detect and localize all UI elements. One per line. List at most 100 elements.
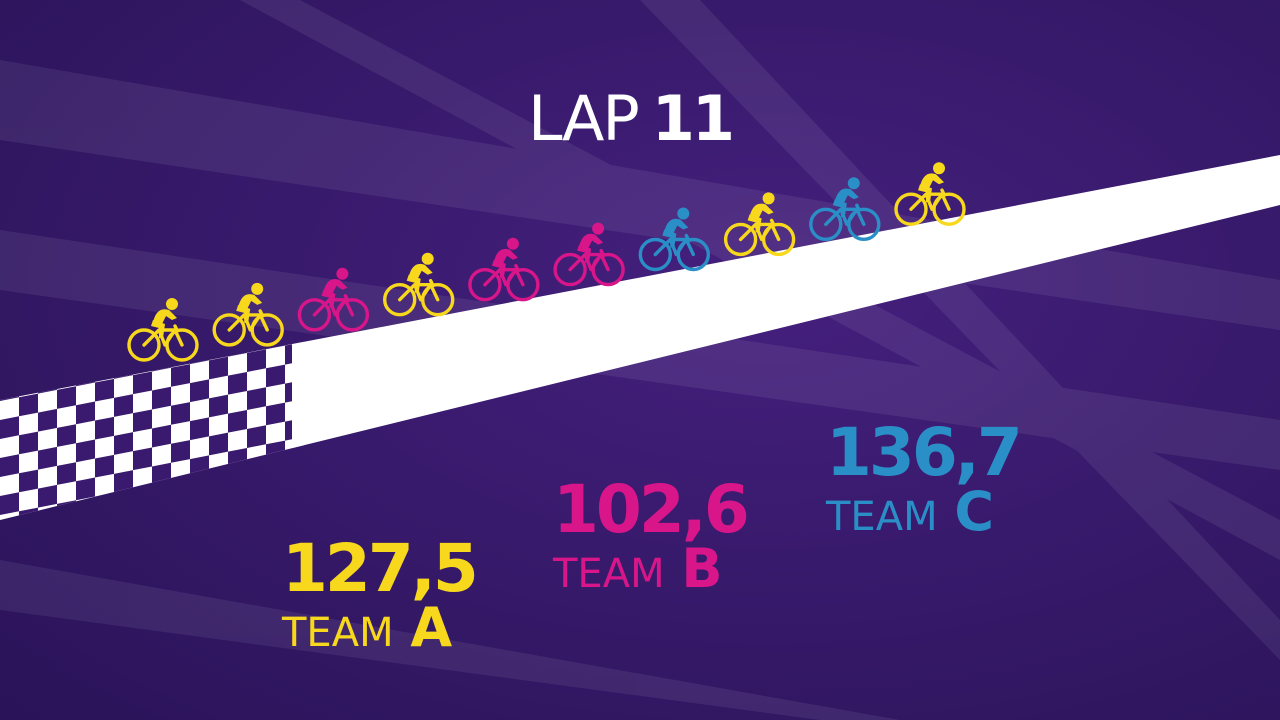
checker-square [38, 313, 57, 337]
team-b-score: 102,6 [553, 471, 750, 548]
checker-square [19, 450, 38, 474]
checker-square [266, 459, 285, 483]
checker-square [95, 321, 114, 345]
team-c-label-word: TEAM [826, 494, 938, 540]
checker-square [171, 459, 190, 482]
checker-square [38, 389, 57, 413]
checker-square [0, 359, 19, 382]
checker-square [247, 444, 266, 467]
checker-square [38, 503, 57, 520]
checker-square [171, 383, 190, 406]
checker-square [228, 352, 247, 376]
cyclist-icon-team-a [383, 252, 455, 317]
team-a-label: TEAM A [282, 601, 476, 657]
team-a-label-word: TEAM [282, 610, 394, 656]
checker-square [247, 368, 266, 391]
checker-square [114, 375, 133, 398]
checker-square [266, 345, 285, 369]
team-a-letter: A [410, 596, 453, 659]
checker-square [114, 451, 133, 474]
team-a-score: 127,5 [282, 530, 479, 607]
checker-square [76, 382, 95, 406]
cyclist-icon-team-a [723, 192, 796, 257]
checker-square [95, 359, 114, 383]
checker-square [95, 473, 114, 497]
team-c-score: 136,7 [826, 414, 1023, 491]
checker-square [133, 390, 152, 414]
team-c-label: TEAM C [826, 485, 1020, 541]
checker-square [152, 367, 171, 391]
checker-square [57, 329, 76, 352]
checker-square [114, 413, 133, 436]
checker-square [0, 473, 19, 496]
checker-square [190, 474, 209, 498]
checker-square [152, 405, 171, 429]
checker-square [228, 428, 247, 452]
checker-square [76, 420, 95, 444]
checker-square [171, 421, 190, 444]
riders-group [127, 162, 966, 362]
team-b-label: TEAM B [553, 542, 747, 598]
checker-square [209, 375, 228, 399]
team-b-score-block: 102,6 TEAM B [553, 471, 750, 598]
checker-square [285, 398, 304, 422]
checker-square [0, 397, 19, 420]
cyclist-icon-team-a [894, 162, 966, 226]
checker-square [209, 413, 228, 437]
checker-square [285, 436, 304, 460]
checker-square [57, 367, 76, 390]
track [0, 155, 1280, 520]
team-b-letter: B [681, 537, 723, 600]
checker-square [76, 306, 95, 330]
cyclist-icon-team-c [809, 177, 881, 242]
team-c-score-block: 136,7 TEAM C [826, 414, 1023, 541]
checker-square [38, 351, 57, 375]
team-c-letter: C [954, 480, 994, 543]
lap-number: 11 [651, 82, 735, 155]
checker-square [38, 427, 57, 451]
cyclist-icon-team-b [468, 237, 540, 302]
checker-square [38, 465, 57, 489]
checker-square [95, 397, 114, 421]
lap-counter: LAP 11 [528, 82, 735, 162]
checker-square [0, 321, 19, 344]
checker-square [247, 406, 266, 429]
checker-square [19, 412, 38, 436]
cyclist-icon-team-b [297, 267, 370, 332]
checker-square [19, 374, 38, 398]
checker-square [95, 435, 114, 459]
checker-square [190, 436, 209, 460]
checker-square [76, 344, 95, 368]
checker-square [57, 443, 76, 466]
cyclist-icon-team-a [127, 298, 199, 362]
checker-square [285, 360, 304, 384]
checker-square [133, 466, 152, 490]
checker-square [133, 428, 152, 452]
checker-square [228, 466, 247, 490]
cyclist-icon-team-a [212, 282, 284, 347]
lap-label: LAP [528, 82, 640, 155]
checker-square [190, 360, 209, 384]
checker-square [266, 383, 285, 407]
checker-square [190, 398, 209, 422]
checker-square [114, 489, 133, 512]
checker-square [152, 481, 171, 505]
cyclist-icon-team-c [638, 207, 710, 272]
checker-square [0, 511, 19, 520]
checker-square [57, 481, 76, 504]
checker-square [209, 451, 228, 475]
checker-square [228, 390, 247, 414]
checker-square [19, 336, 38, 360]
checker-square [76, 496, 95, 520]
team-a-score-block: 127,5 TEAM A [282, 530, 479, 657]
team-b-label-word: TEAM [553, 551, 665, 597]
checker-square [76, 458, 95, 482]
checker-square [0, 435, 19, 458]
checker-square [152, 443, 171, 467]
cyclist-icon-team-b [553, 222, 625, 287]
checker-square [19, 488, 38, 512]
checker-square [57, 405, 76, 428]
checker-square [266, 421, 285, 445]
